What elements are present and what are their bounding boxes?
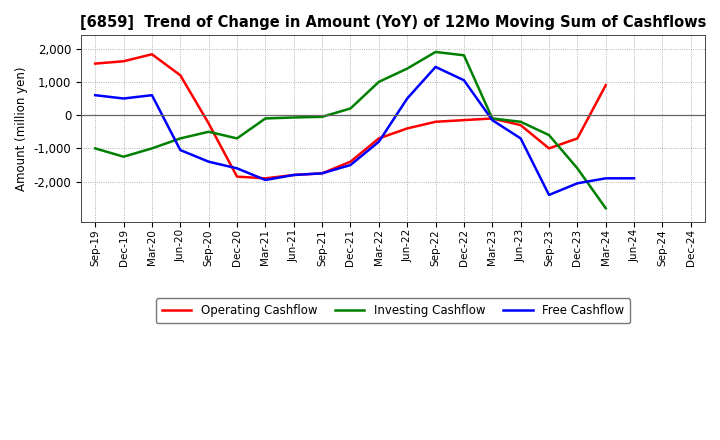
Operating Cashflow	[176, 73, 184, 78]
Free Cashflow	[233, 166, 241, 171]
Investing Cashflow	[261, 116, 270, 121]
Investing Cashflow	[176, 136, 184, 141]
Operating Cashflow	[204, 121, 213, 126]
Operating Cashflow	[148, 51, 156, 57]
Free Cashflow	[601, 176, 610, 181]
Title: [6859]  Trend of Change in Amount (YoY) of 12Mo Moving Sum of Cashflows: [6859] Trend of Change in Amount (YoY) o…	[80, 15, 706, 30]
Free Cashflow	[346, 162, 355, 168]
Investing Cashflow	[91, 146, 99, 151]
Operating Cashflow	[233, 174, 241, 179]
Investing Cashflow	[318, 114, 326, 119]
Investing Cashflow	[573, 166, 582, 171]
Free Cashflow	[289, 172, 298, 178]
Operating Cashflow	[261, 176, 270, 181]
Investing Cashflow	[346, 106, 355, 111]
Operating Cashflow	[488, 116, 497, 121]
Operating Cashflow	[346, 159, 355, 164]
Investing Cashflow	[545, 132, 554, 138]
Free Cashflow	[374, 139, 383, 144]
Investing Cashflow	[488, 116, 497, 121]
Free Cashflow	[120, 96, 128, 101]
Operating Cashflow	[374, 136, 383, 141]
Operating Cashflow	[91, 61, 99, 66]
Free Cashflow	[261, 177, 270, 183]
Operating Cashflow	[545, 146, 554, 151]
Line: Free Cashflow: Free Cashflow	[95, 67, 634, 195]
Free Cashflow	[431, 64, 440, 70]
Investing Cashflow	[233, 136, 241, 141]
Line: Investing Cashflow: Investing Cashflow	[95, 52, 606, 208]
Investing Cashflow	[120, 154, 128, 159]
Operating Cashflow	[459, 117, 468, 123]
Free Cashflow	[91, 92, 99, 98]
Free Cashflow	[148, 92, 156, 98]
Operating Cashflow	[601, 83, 610, 88]
Investing Cashflow	[403, 66, 412, 71]
Line: Operating Cashflow: Operating Cashflow	[95, 54, 606, 178]
Free Cashflow	[459, 77, 468, 83]
Free Cashflow	[204, 159, 213, 164]
Free Cashflow	[176, 147, 184, 153]
Operating Cashflow	[403, 126, 412, 131]
Investing Cashflow	[289, 115, 298, 120]
Investing Cashflow	[204, 129, 213, 134]
Free Cashflow	[630, 176, 639, 181]
Operating Cashflow	[120, 59, 128, 64]
Operating Cashflow	[431, 119, 440, 125]
Free Cashflow	[488, 117, 497, 123]
Free Cashflow	[545, 192, 554, 198]
Investing Cashflow	[601, 205, 610, 211]
Investing Cashflow	[459, 53, 468, 58]
Operating Cashflow	[573, 136, 582, 141]
Operating Cashflow	[318, 171, 326, 176]
Investing Cashflow	[431, 49, 440, 55]
Free Cashflow	[318, 171, 326, 176]
Investing Cashflow	[374, 79, 383, 84]
Operating Cashflow	[516, 122, 525, 128]
Free Cashflow	[516, 136, 525, 141]
Free Cashflow	[573, 181, 582, 186]
Investing Cashflow	[516, 119, 525, 125]
Y-axis label: Amount (million yen): Amount (million yen)	[15, 66, 28, 191]
Investing Cashflow	[148, 146, 156, 151]
Operating Cashflow	[289, 172, 298, 178]
Legend: Operating Cashflow, Investing Cashflow, Free Cashflow: Operating Cashflow, Investing Cashflow, …	[156, 298, 630, 323]
Free Cashflow	[403, 96, 412, 101]
